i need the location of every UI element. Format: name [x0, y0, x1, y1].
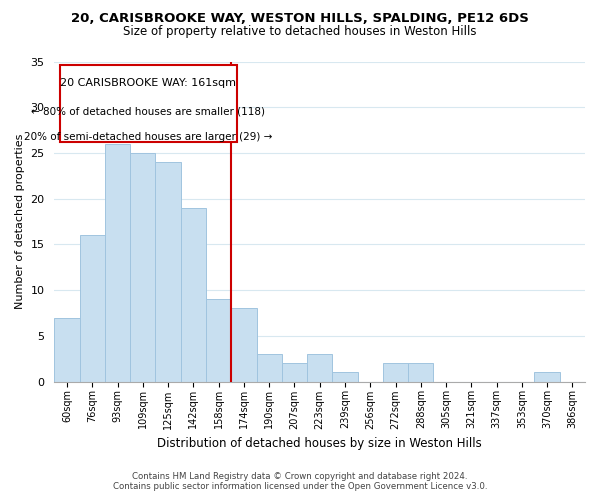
- Text: 20, CARISBROOKE WAY, WESTON HILLS, SPALDING, PE12 6DS: 20, CARISBROOKE WAY, WESTON HILLS, SPALD…: [71, 12, 529, 26]
- Text: 20 CARISBROOKE WAY: 161sqm: 20 CARISBROOKE WAY: 161sqm: [60, 78, 236, 88]
- Text: ← 80% of detached houses are smaller (118): ← 80% of detached houses are smaller (11…: [31, 106, 265, 117]
- FancyBboxPatch shape: [60, 64, 236, 142]
- Bar: [206, 299, 231, 382]
- Bar: [282, 363, 307, 382]
- Bar: [535, 372, 560, 382]
- Bar: [155, 162, 181, 382]
- Text: Size of property relative to detached houses in Weston Hills: Size of property relative to detached ho…: [123, 25, 477, 38]
- Y-axis label: Number of detached properties: Number of detached properties: [15, 134, 25, 309]
- Bar: [332, 372, 358, 382]
- Bar: [181, 208, 206, 382]
- Bar: [383, 363, 408, 382]
- Bar: [231, 308, 257, 382]
- Text: Contains HM Land Registry data © Crown copyright and database right 2024.: Contains HM Land Registry data © Crown c…: [132, 472, 468, 481]
- X-axis label: Distribution of detached houses by size in Weston Hills: Distribution of detached houses by size …: [157, 437, 482, 450]
- Bar: [105, 144, 130, 382]
- Bar: [257, 354, 282, 382]
- Bar: [80, 235, 105, 382]
- Bar: [307, 354, 332, 382]
- Text: 20% of semi-detached houses are larger (29) →: 20% of semi-detached houses are larger (…: [24, 132, 272, 142]
- Bar: [408, 363, 433, 382]
- Text: Contains public sector information licensed under the Open Government Licence v3: Contains public sector information licen…: [113, 482, 487, 491]
- Bar: [130, 153, 155, 382]
- Bar: [55, 318, 80, 382]
